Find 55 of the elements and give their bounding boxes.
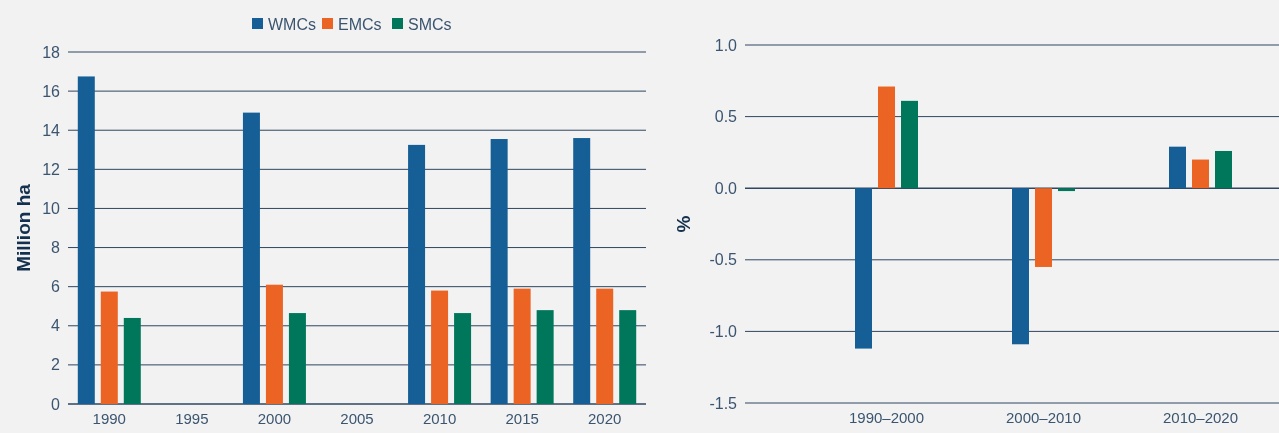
y-tick-label: 16 [42, 82, 61, 100]
x-tick-label: 2015 [505, 410, 539, 427]
y-tick-label: 4 [51, 317, 61, 335]
y-axis-title: Million ha [13, 183, 34, 272]
legend-label: SMCs [408, 15, 452, 33]
bar [536, 310, 554, 404]
bar [855, 188, 872, 349]
y-tick-label: 14 [42, 121, 61, 139]
y-tick-label: 6 [51, 278, 61, 296]
x-tick-label: 2000 [257, 410, 292, 427]
y-axis-title: % [673, 215, 694, 233]
bar [1215, 150, 1232, 189]
bar [619, 310, 637, 404]
y-tick-label: -0.5 [709, 251, 738, 269]
bar [100, 291, 118, 404]
bar [1012, 188, 1029, 345]
bar [1035, 188, 1052, 267]
bar [242, 112, 260, 404]
bar [454, 313, 472, 404]
y-tick-label: 10 [42, 200, 61, 218]
x-tick-label: 2010–2020 [1162, 409, 1239, 426]
x-tick-label: 1990–2000 [848, 409, 925, 426]
bar [573, 138, 591, 404]
legend-label: WMCs [268, 15, 316, 33]
bar [265, 284, 283, 404]
bar [1058, 188, 1075, 192]
y-tick-label: 1.0 [714, 36, 738, 54]
bar [1169, 146, 1186, 189]
y-tick-label: 0 [51, 395, 61, 413]
bar [288, 313, 306, 404]
bar [596, 288, 614, 404]
bar [490, 139, 508, 404]
x-tick-label: 1995 [175, 410, 209, 427]
x-tick-label: 2020 [588, 410, 622, 427]
x-tick-label: 2000–2010 [1005, 409, 1082, 426]
y-tick-label: 0.5 [714, 108, 738, 126]
y-tick-label: -1.5 [709, 394, 738, 412]
y-tick-label: 12 [42, 160, 61, 178]
y-tick-label: 18 [42, 43, 61, 61]
bar [878, 86, 895, 189]
y-tick-label: 8 [51, 239, 61, 257]
y-tick-label: -1.0 [709, 323, 738, 340]
bar [1192, 159, 1209, 189]
bar [431, 290, 449, 404]
bar [123, 317, 141, 404]
x-tick-label: 2005 [340, 410, 374, 427]
bar [77, 76, 95, 404]
bar [901, 100, 918, 189]
y-tick-label: 2 [51, 356, 61, 374]
x-tick-label: 1990 [92, 410, 126, 427]
bar [513, 288, 531, 404]
legend-label: EMCs [338, 15, 382, 33]
x-tick-label: 2010 [422, 410, 457, 427]
bar [408, 144, 426, 404]
y-tick-label: 0.0 [714, 179, 738, 197]
